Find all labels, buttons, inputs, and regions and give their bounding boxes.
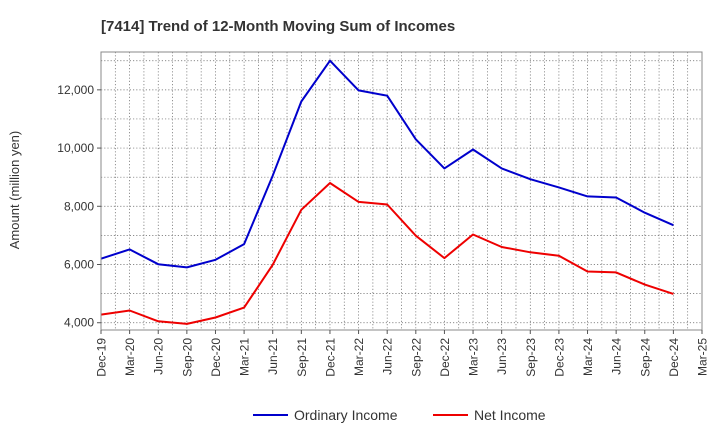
- x-tick-label: Mar-24: [581, 338, 595, 376]
- y-ticks: 4,000 6,000 8,000 10,000 12,000: [57, 83, 101, 330]
- y-axis-label: Amount (million yen): [7, 131, 22, 250]
- legend-label: Net Income: [474, 407, 546, 423]
- x-tick-label: Dec-19: [95, 338, 109, 377]
- y-tick-label: 8,000: [64, 199, 94, 213]
- x-tick-label: Sep-21: [295, 338, 309, 377]
- x-tick-label: Sep-24: [638, 338, 652, 377]
- x-tick-label: Sep-20: [180, 338, 194, 377]
- x-tick-label: Dec-24: [667, 338, 681, 377]
- x-tick-label: Dec-20: [209, 338, 223, 377]
- x-tick-label: Mar-25: [696, 338, 710, 376]
- x-tick-label: Mar-20: [123, 338, 137, 376]
- y-tick-label: 4,000: [64, 316, 94, 330]
- x-tick-label: Dec-22: [438, 338, 452, 377]
- x-tick-label: Sep-22: [409, 338, 423, 377]
- x-tick-label: Mar-23: [467, 338, 481, 376]
- legend: Ordinary Income Net Income: [253, 407, 546, 423]
- series-layer: [100, 59, 674, 325]
- grid: [100, 52, 703, 330]
- chart-title: [7414] Trend of 12-Month Moving Sum of I…: [101, 18, 455, 35]
- x-tick-label: Jun-20: [152, 338, 166, 375]
- y-tick-label: 6,000: [64, 258, 94, 272]
- x-tick-label: Jun-24: [610, 338, 624, 375]
- x-tick-label: Mar-22: [352, 338, 366, 376]
- x-tick-label: Dec-23: [552, 338, 566, 377]
- x-tick-label: Jun-22: [381, 338, 395, 375]
- x-tick-label: Jun-23: [495, 338, 509, 375]
- series-line-net-income: [100, 182, 674, 325]
- x-tick-label: Mar-21: [238, 338, 252, 376]
- y-tick-label: 10,000: [57, 141, 94, 155]
- y-tick-label: 12,000: [57, 83, 94, 97]
- x-tick-label: Sep-23: [524, 338, 538, 377]
- x-tick-label: Jun-21: [266, 338, 280, 375]
- legend-label: Ordinary Income: [294, 407, 398, 423]
- x-ticks: Dec-19 Mar-20 Jun-20 Sep-20 Dec-20 Mar-21 Jun-…: [95, 330, 710, 377]
- x-tick-label: Dec-21: [323, 338, 337, 377]
- series-line-ordinary-income: [100, 59, 674, 269]
- plot-frame: [100, 51, 703, 331]
